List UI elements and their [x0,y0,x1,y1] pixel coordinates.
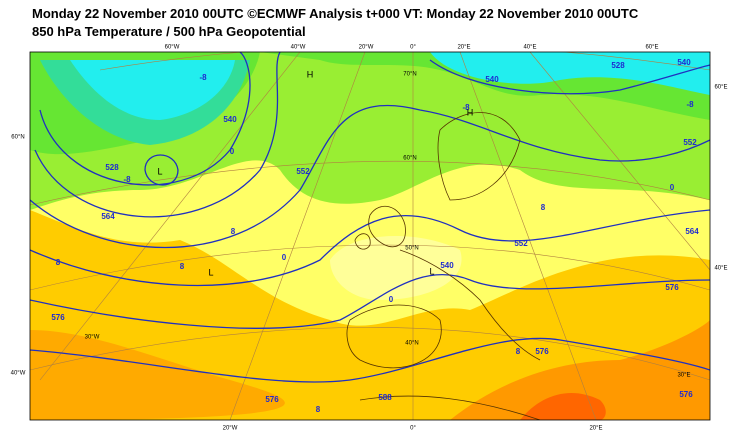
contour-label: 576 [679,390,693,399]
contour-label: 8 [316,405,321,414]
temperature-field [30,52,710,420]
graticule-label: 40°W [11,371,26,377]
pressure-center: H [467,107,474,117]
contour-label: 576 [265,395,279,404]
contour-label: 588 [378,393,392,402]
graticule-label: 40°W [291,45,306,51]
contour-label: 540 [440,261,454,270]
contour-label: 8 [231,227,236,236]
map-title: Monday 22 November 2010 00UTC ©ECMWF Ana… [32,6,639,21]
graticule-label: 60°N [11,135,24,141]
contour-label: 540 [485,75,499,84]
contour-label: 8 [56,258,61,267]
graticule-label: 60°E [645,45,658,51]
contour-label: -8 [686,100,694,109]
graticule-label: 30°E [677,373,690,379]
contour-label: 528 [611,61,625,70]
graticule-label: 20°E [589,426,602,432]
pressure-center: L [208,267,213,277]
contour-label: 0 [282,253,287,262]
contour-label: 552 [514,239,528,248]
graticule-label: 20°E [457,45,470,51]
geopotential-contours [30,52,710,383]
contour-label: 564 [101,212,115,221]
pressure-center: L [157,166,162,176]
contour-label: 8 [180,262,185,271]
contour-label: 576 [51,313,65,322]
graticule-label: 60°E [714,85,727,91]
map-frame [29,51,711,421]
pressure-center: H [307,69,314,79]
graticule-label: 30°W [85,335,100,341]
contour-label: 0 [670,183,675,192]
contour-label: -8 [199,73,207,82]
contour-label: 8 [541,203,546,212]
graticule-label: 60°W [165,45,180,51]
contour-label: 540 [223,115,237,124]
graticule-label: 40°E [714,266,727,272]
contour-label: 552 [296,167,310,176]
contour-label: 8 [516,347,521,356]
pressure-center: L [429,266,434,276]
graticule-label: 0° [410,426,416,432]
contour-label: 528 [105,163,119,172]
contour-label: 576 [535,347,549,356]
map-subtitle: 850 hPa Temperature / 500 hPa Geopotenti… [32,24,306,39]
graticule-label: 50°N [405,246,418,252]
contour-label: 0 [389,295,394,304]
contour-label: 552 [683,138,697,147]
graticule-label: 20°W [359,45,374,51]
contour-label: 576 [665,283,679,292]
contour-label: 564 [685,227,699,236]
coastlines [346,112,541,420]
graticule-label: 70°N [403,72,416,78]
graticule-label: 0° [410,45,416,51]
contour-label: 0 [230,147,235,156]
graticule-label: 20°W [223,426,238,432]
contour-label: -8 [123,175,131,184]
graticule-label: 40°E [523,45,536,51]
graticule-label: 40°N [405,341,418,347]
contour-label: -8 [462,103,470,112]
graticule-label: 60°N [403,156,416,162]
contour-label: 540 [677,58,691,67]
